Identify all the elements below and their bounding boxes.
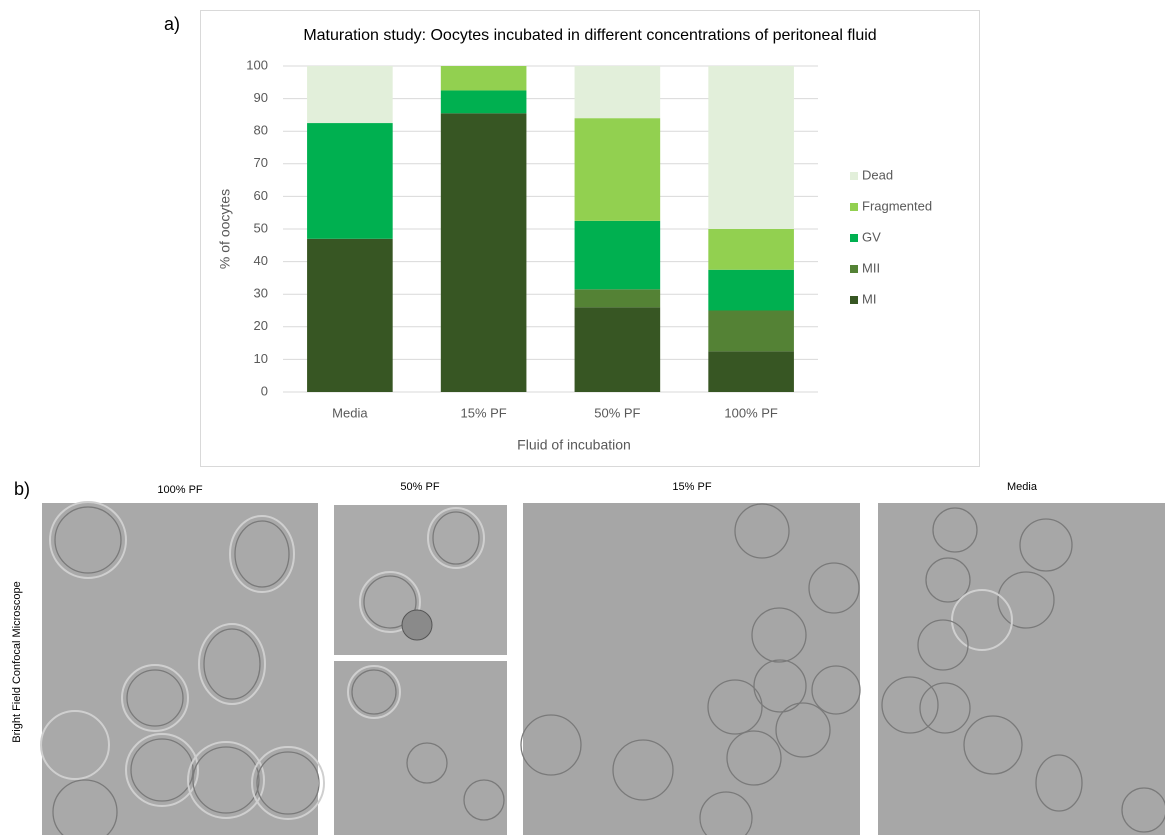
legend-label: MI bbox=[862, 291, 876, 306]
legend-swatch bbox=[850, 172, 858, 180]
micrograph bbox=[334, 505, 507, 655]
micrograph bbox=[878, 503, 1165, 835]
bar-segment bbox=[441, 66, 527, 90]
image-caption: 15% PF bbox=[672, 481, 711, 493]
bar-segment bbox=[708, 270, 794, 311]
x-axis-label: Fluid of incubation bbox=[517, 437, 631, 453]
bar-segment bbox=[708, 229, 794, 270]
bar-segment bbox=[441, 90, 527, 113]
legend-swatch bbox=[850, 296, 858, 304]
bar-segment bbox=[708, 351, 794, 392]
y-tick-label: 40 bbox=[254, 253, 268, 268]
image-caption: Media bbox=[1007, 481, 1038, 493]
y-tick-label: 10 bbox=[254, 351, 268, 366]
legend-label: Fragmented bbox=[862, 198, 932, 213]
bar-segment bbox=[575, 307, 661, 392]
y-tick-label: 0 bbox=[261, 383, 268, 398]
bar-segment bbox=[307, 239, 393, 392]
micrograph bbox=[334, 661, 507, 835]
x-tick-label: Media bbox=[332, 405, 368, 420]
panel-label: a) bbox=[164, 14, 180, 34]
bar-segment bbox=[441, 113, 527, 392]
legend-swatch bbox=[850, 203, 858, 211]
bar-segment bbox=[708, 66, 794, 229]
bar-segment bbox=[575, 221, 661, 289]
y-tick-label: 20 bbox=[254, 318, 268, 333]
y-axis-label: % of oocytes bbox=[217, 189, 233, 269]
bar-segment bbox=[575, 66, 661, 118]
chart-title: Maturation study: Oocytes incubated in d… bbox=[303, 27, 876, 44]
y-tick-label: 60 bbox=[254, 188, 268, 203]
y-tick-label: 90 bbox=[254, 90, 268, 105]
bar-segment bbox=[708, 311, 794, 352]
image-caption: 100% PF bbox=[157, 484, 203, 496]
y-tick-label: 70 bbox=[254, 155, 268, 170]
bar-segment bbox=[575, 289, 661, 307]
figure: a) Maturation study: Oocytes incubated i… bbox=[0, 0, 1165, 835]
image-caption: 50% PF bbox=[400, 481, 439, 493]
x-tick-label: 100% PF bbox=[724, 405, 778, 420]
micrograph bbox=[521, 503, 860, 835]
legend-label: MII bbox=[862, 260, 880, 275]
y-tick-label: 50 bbox=[254, 220, 268, 235]
y-tick-label: 30 bbox=[254, 286, 268, 301]
legend-swatch bbox=[850, 234, 858, 242]
panel-label: b) bbox=[14, 479, 30, 499]
legend-label: Dead bbox=[862, 167, 893, 182]
y-tick-label: 100 bbox=[246, 57, 268, 72]
micrograph bbox=[41, 502, 324, 835]
bar-segment bbox=[307, 123, 393, 239]
row-label: Bright Field Confocal Microscope bbox=[11, 581, 23, 742]
x-tick-label: 50% PF bbox=[594, 405, 640, 420]
legend-swatch bbox=[850, 265, 858, 273]
legend-label: GV bbox=[862, 229, 881, 244]
x-tick-label: 15% PF bbox=[461, 405, 507, 420]
bar-segment bbox=[307, 66, 393, 123]
y-tick-label: 80 bbox=[254, 123, 268, 138]
bar-segment bbox=[575, 118, 661, 221]
